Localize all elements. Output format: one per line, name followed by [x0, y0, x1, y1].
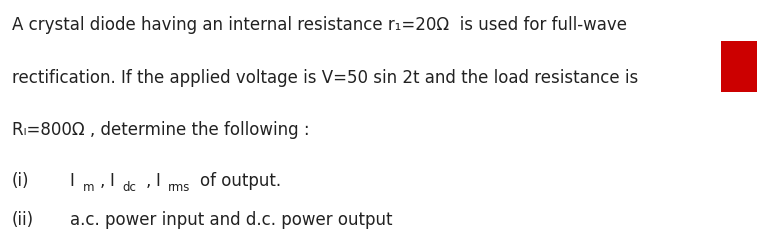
Text: of output.: of output. [200, 172, 281, 190]
Text: dc: dc [122, 181, 136, 194]
Text: rectification. If the applied voltage is V=50 sin 2t and the load resistance is: rectification. If the applied voltage is… [12, 69, 638, 87]
Text: (i): (i) [12, 172, 30, 190]
Text: I: I [155, 172, 160, 190]
Text: ,: , [145, 172, 151, 190]
Text: I: I [109, 172, 114, 190]
Text: m: m [83, 181, 94, 194]
Text: I: I [70, 172, 74, 190]
Text: rms: rms [168, 181, 191, 194]
Text: A crystal diode having an internal resistance r₁=20Ω  is used for full-wave: A crystal diode having an internal resis… [12, 16, 627, 34]
Text: a.c. power input and d.c. power output: a.c. power input and d.c. power output [70, 211, 392, 229]
FancyBboxPatch shape [721, 41, 757, 92]
Text: (ii): (ii) [12, 211, 34, 229]
Text: Rₗ=800Ω , determine the following :: Rₗ=800Ω , determine the following : [12, 121, 310, 139]
Text: ,: , [100, 172, 105, 190]
